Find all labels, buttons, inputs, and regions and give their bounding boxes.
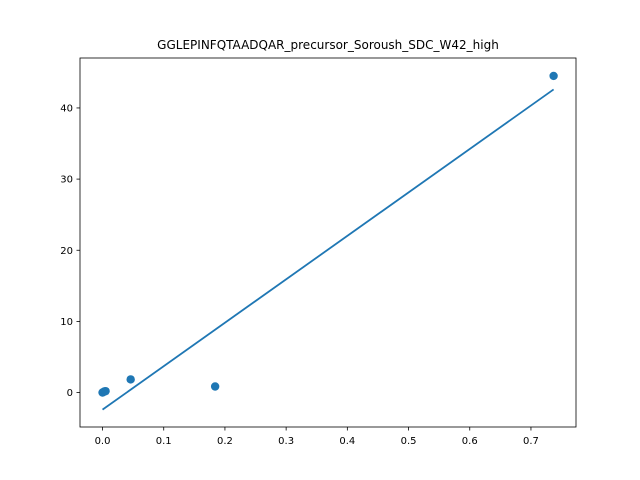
x-tick-label: 0.3 [278,436,294,447]
plot-frame [79,57,577,428]
x-tick-label: 0.5 [401,436,417,447]
x-axis: 0.0 0.1 0.2 0.3 0.4 0.5 0.6 0.7 [95,427,539,447]
x-tick-label: 0.1 [156,436,172,447]
x-tick-label: 0.2 [217,436,233,447]
scatter-points [98,71,558,397]
data-point [101,386,110,396]
y-tick-label: 40 [60,103,73,114]
y-tick-label: 10 [60,317,73,328]
x-tick-label: 0.4 [339,436,355,447]
y-tick-label: 0 [67,388,73,399]
fit-line [101,88,555,411]
data-point [126,375,135,384]
data-point [549,71,558,81]
x-tick-label: 0.6 [462,436,478,447]
x-tick-label: 0.7 [523,436,539,447]
data-point [210,382,220,391]
x-tick-label: 0.0 [95,436,111,447]
chart-title: GGLEPINFQTAADQAR_precursor_Soroush_SDC_W… [157,38,499,52]
fit-line-group [101,88,555,411]
y-axis: 0 10 20 30 40 [60,103,80,399]
y-tick-label: 20 [60,246,73,257]
y-tick-label: 30 [60,175,73,186]
